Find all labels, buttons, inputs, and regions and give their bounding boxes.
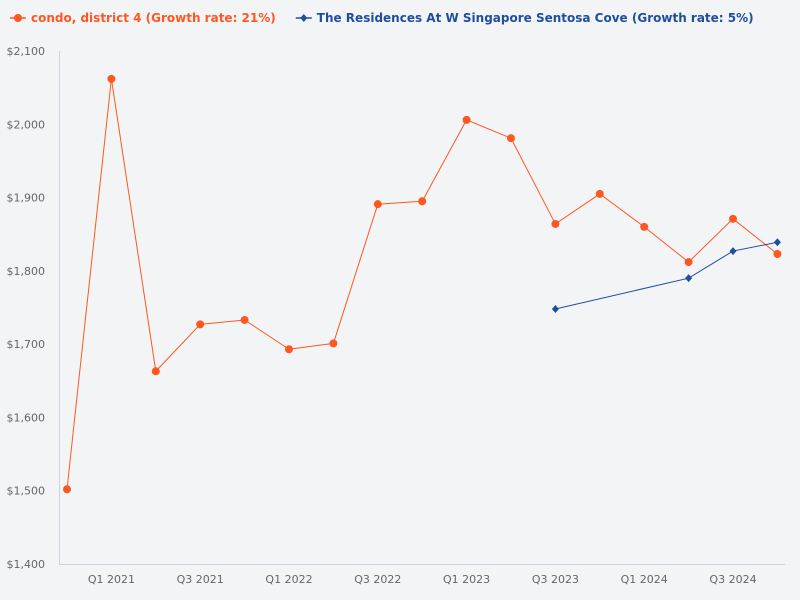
- data-point[interactable]: [595, 189, 604, 198]
- data-point[interactable]: [151, 367, 160, 376]
- data-point[interactable]: [285, 345, 293, 354]
- data-point[interactable]: [773, 238, 781, 247]
- x-tick-label: Q1 2022: [265, 573, 312, 586]
- data-point[interactable]: [329, 339, 338, 348]
- x-tick-label: Q1 2023: [443, 573, 490, 586]
- y-axis-ticks: $1,400 $1,500 $1,600 $1,700 $1,800 $1,900 $2,0…: [7, 45, 46, 571]
- x-tick-label: Q1 2024: [621, 573, 668, 586]
- data-point[interactable]: [196, 320, 205, 329]
- series-0: [63, 74, 782, 494]
- data-point[interactable]: [551, 219, 560, 228]
- x-tick-label: Q3 2024: [709, 573, 756, 586]
- data-point[interactable]: [551, 304, 559, 313]
- legend-circle-icon: [14, 14, 22, 22]
- data-point[interactable]: [729, 214, 737, 223]
- x-tick-label: Q3 2022: [354, 573, 401, 586]
- series-group: [63, 74, 782, 494]
- series-1: [551, 238, 781, 313]
- legend-label: condo, district 4 (Growth rate: 21%): [31, 11, 276, 25]
- data-point[interactable]: [507, 134, 515, 143]
- series-line: [66, 78, 778, 490]
- data-point[interactable]: [373, 200, 382, 209]
- legend-diamond-icon: [300, 14, 308, 22]
- data-point[interactable]: [640, 222, 649, 231]
- legend-label: The Residences At W Singapore Sentosa Co…: [317, 11, 754, 25]
- legend-item-0[interactable]: condo, district 4 (Growth rate: 21%): [10, 11, 276, 25]
- x-tick-label: Q3 2023: [532, 573, 579, 586]
- series-line: [555, 241, 778, 310]
- y-tick-label: $1,500: [7, 485, 46, 498]
- legend: condo, district 4 (Growth rate: 21%) The …: [10, 11, 754, 25]
- y-tick-label: $1,400: [7, 558, 46, 571]
- data-point[interactable]: [684, 258, 693, 267]
- data-point[interactable]: [240, 315, 249, 324]
- data-point[interactable]: [685, 274, 693, 283]
- y-tick-label: $2,100: [7, 45, 46, 58]
- data-point[interactable]: [418, 197, 427, 206]
- y-tick-label: $1,700: [7, 338, 46, 351]
- x-tick-label: Q3 2021: [177, 573, 224, 586]
- data-point[interactable]: [773, 250, 782, 259]
- data-point[interactable]: [462, 115, 471, 124]
- legend-item-1[interactable]: The Residences At W Singapore Sentosa Co…: [295, 11, 754, 25]
- x-tick-label: Q1 2021: [88, 573, 135, 586]
- x-axis-ticks: Q1 2021 Q3 2021 Q1 2022 Q3 2022 Q1 2023 Q3 20…: [88, 573, 757, 586]
- y-tick-label: $1,800: [7, 265, 46, 278]
- y-tick-label: $1,600: [7, 411, 46, 424]
- data-point[interactable]: [63, 485, 71, 494]
- y-tick-label: $2,000: [7, 118, 46, 131]
- data-point[interactable]: [107, 74, 116, 83]
- data-point[interactable]: [729, 247, 737, 256]
- y-tick-label: $1,900: [7, 192, 46, 205]
